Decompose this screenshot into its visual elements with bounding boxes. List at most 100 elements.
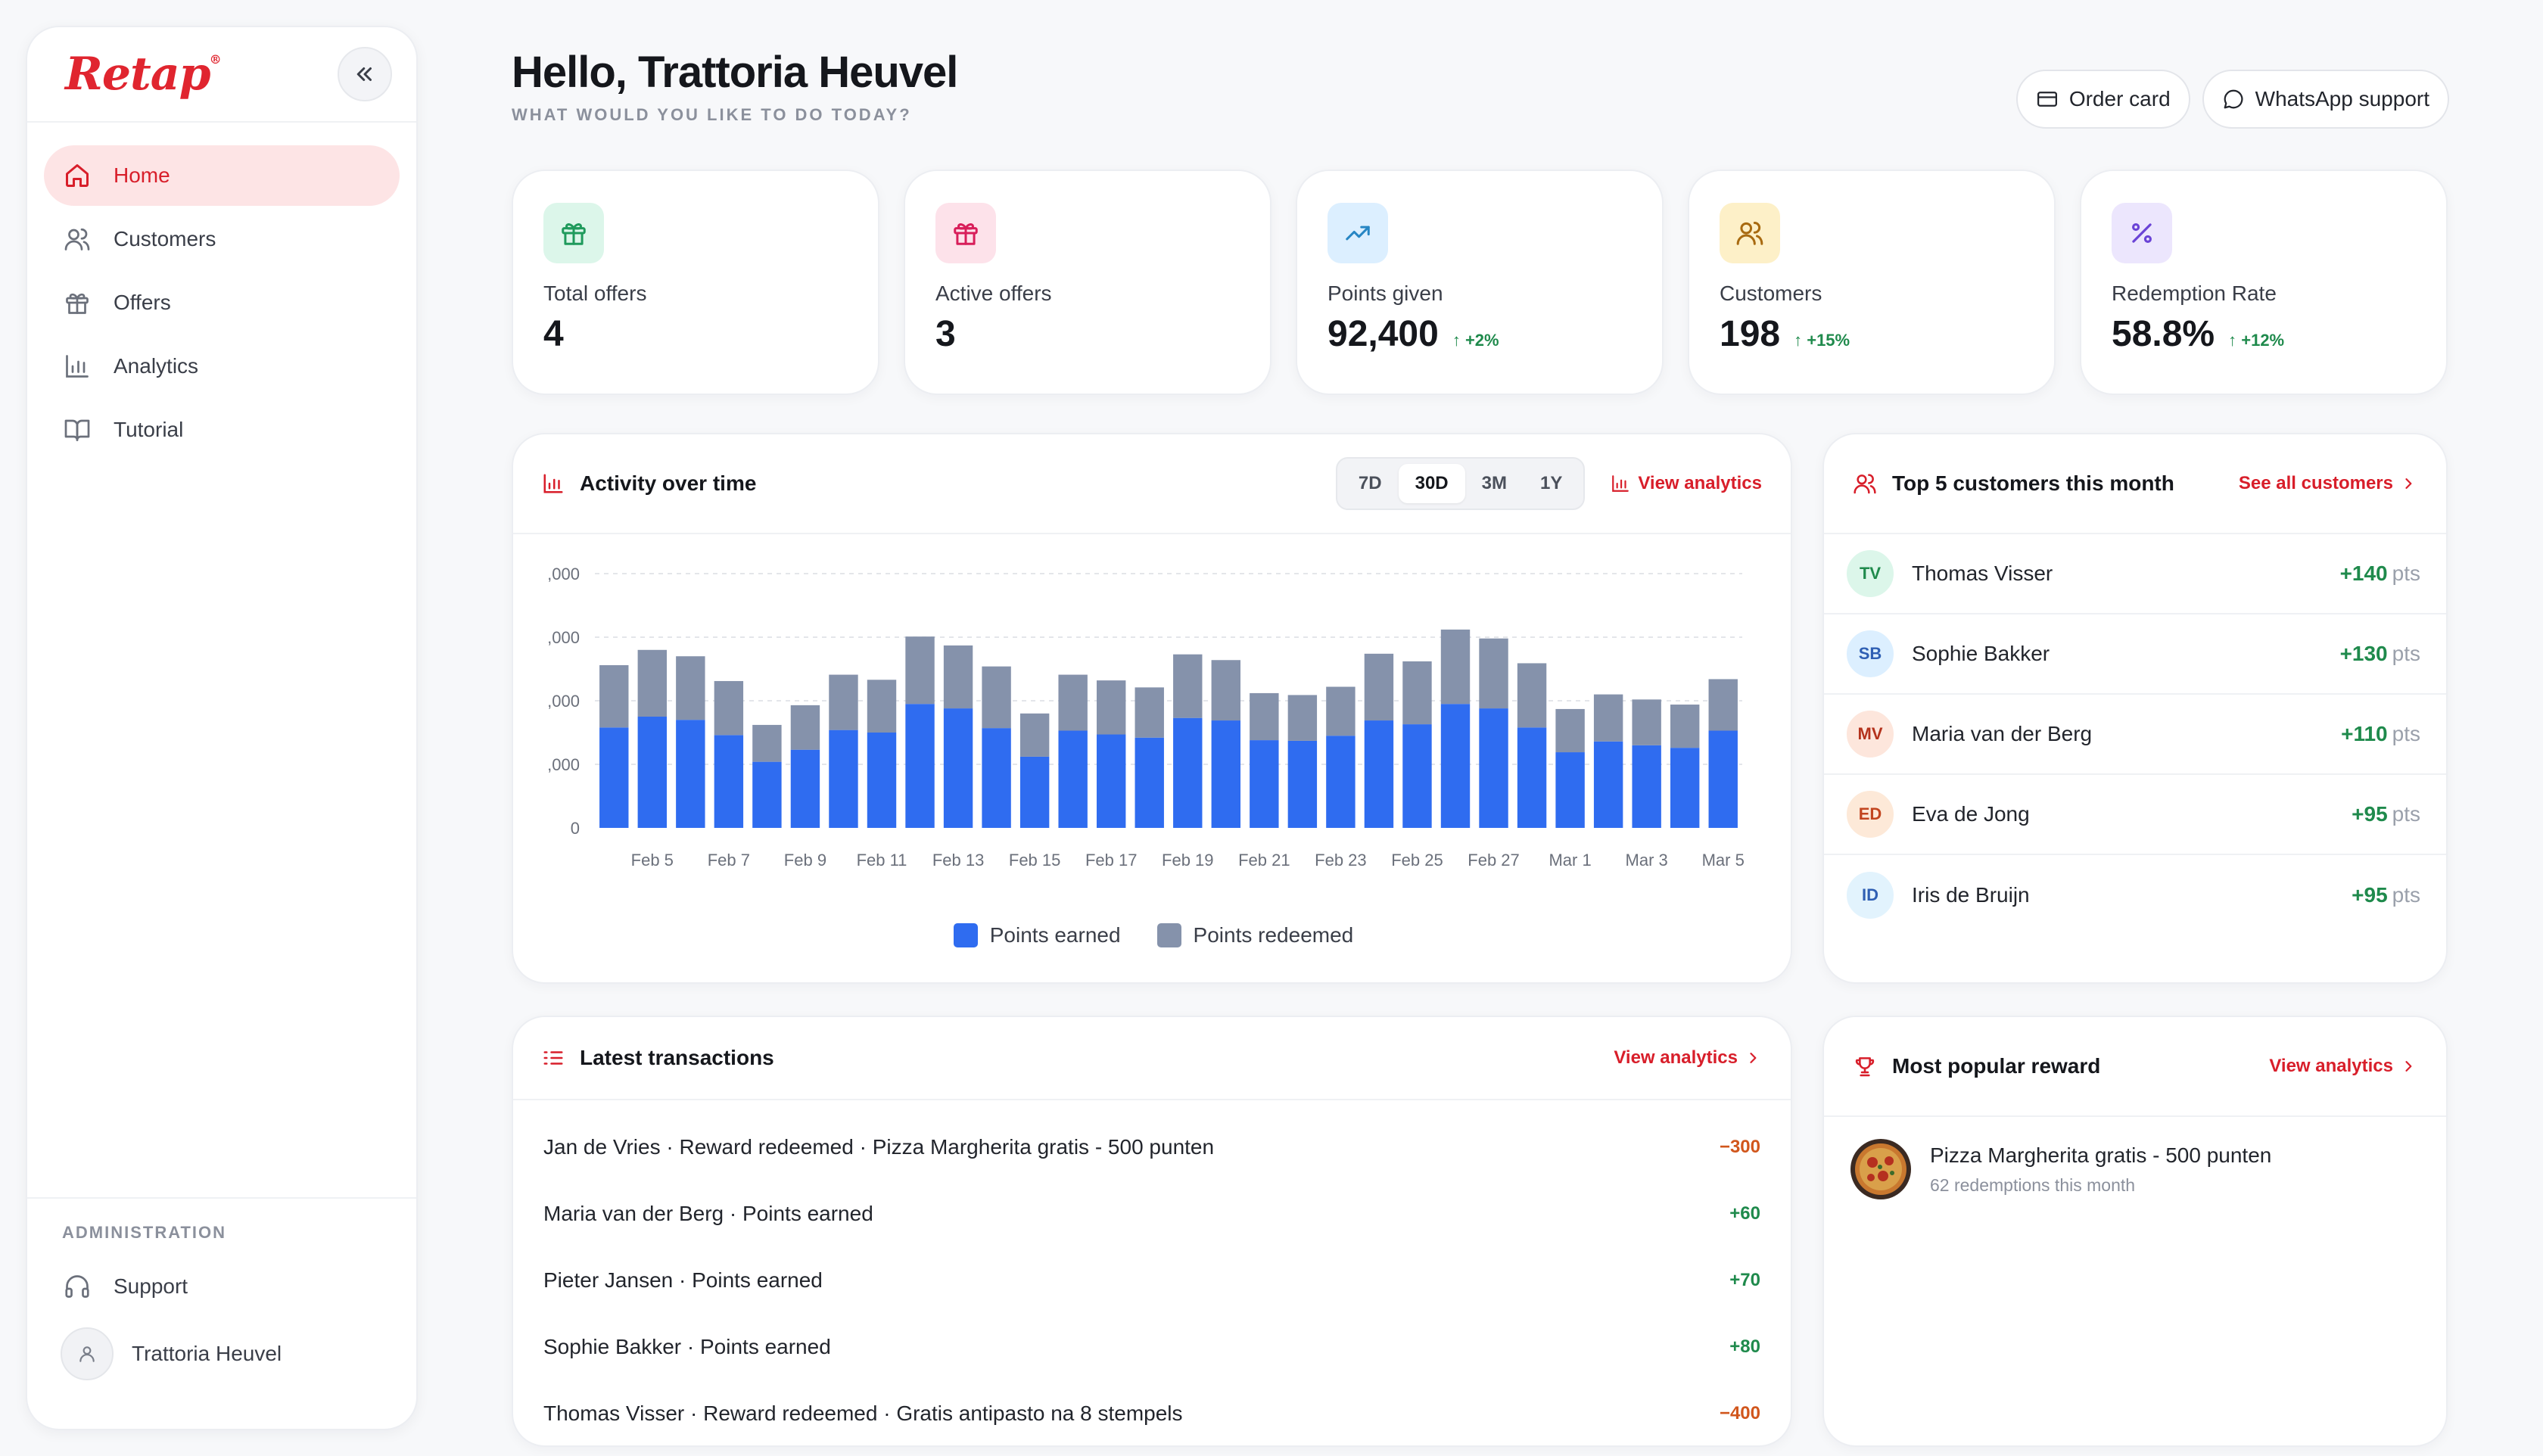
stat-icon-bg (543, 203, 604, 263)
activity-chart-svg: ,000 ,000 ,000 ,000 0 Feb 5 Feb 7 Feb 9 Feb 11 Fe… (547, 565, 1745, 870)
bar-points-earned (1364, 720, 1394, 828)
stat-icon-bg (1328, 203, 1388, 263)
transactions-list: Jan de Vries · Reward redeemed · Pizza M… (513, 1114, 1791, 1445)
top-customers-list: TV Thomas Visser +140 pts SB Sophie Bakker +13… (1824, 534, 2446, 935)
range-7d-tab[interactable]: 7D (1358, 473, 1382, 493)
x-tick-label: Feb 17 (1085, 851, 1138, 870)
bar-points-earned (790, 749, 820, 828)
sidebar-item-offers[interactable]: Offers (44, 272, 400, 333)
sidebar-item-tutorial[interactable]: Tutorial (44, 400, 400, 460)
avatar: ID (1847, 872, 1894, 919)
y-tick-label: ,000 (547, 692, 580, 711)
bar-points-redeemed (1517, 663, 1547, 728)
stat-card-redemption-rate[interactable]: Redemption Rate 58.8% ↑ +12% (2080, 170, 2448, 395)
sidebar-item-home[interactable]: Home (44, 145, 400, 206)
see-all-customers-link[interactable]: See all customers (2239, 473, 2416, 494)
legend-item-points-earned[interactable]: Points earned (953, 923, 1121, 947)
bar-points-earned (1440, 704, 1471, 828)
gift-icon (954, 223, 978, 245)
range-3m-tab[interactable]: 3M (1481, 473, 1507, 493)
bar-points-redeemed (1096, 680, 1126, 735)
transaction-row[interactable]: Jan de Vries · Reward redeemed · Pizza M… (513, 1114, 1791, 1181)
stat-icon-bg (2112, 203, 2172, 263)
sidebar-item-customers[interactable]: Customers (44, 209, 400, 269)
order-card-button[interactable]: Order card (2015, 70, 2190, 129)
transaction-row[interactable]: Thomas Visser · Reward redeemed · Gratis… (513, 1380, 1791, 1445)
bar-points-redeemed (599, 664, 629, 728)
customer-row[interactable]: MV Maria van der Berg +110 pts (1824, 695, 2446, 775)
sidebar-item-support[interactable]: Support (44, 1256, 400, 1317)
latest-transactions-header: Latest transactions View analytics (513, 1017, 1791, 1100)
stat-card-active-offers[interactable]: Active offers 3 (904, 170, 1272, 395)
customer-row[interactable]: SB Sophie Bakker +130 pts (1824, 614, 2446, 695)
range-1y-tab[interactable]: 1Y (1539, 473, 1563, 493)
avatar: ED (1847, 791, 1894, 838)
customer-row[interactable]: TV Thomas Visser +140 pts (1824, 534, 2446, 614)
transactions-view-analytics-link[interactable]: View analytics (1614, 1047, 1760, 1069)
stat-label: Customers (1720, 282, 1822, 305)
bar-points-redeemed (1402, 661, 1432, 725)
account-menu[interactable]: Trattoria Heuvel (44, 1320, 400, 1388)
bar-points-redeemed (1593, 694, 1623, 742)
reward-item[interactable]: Pizza Margherita gratis - 500 punten 62 … (1824, 1117, 2446, 1221)
main-nav: Home Customers Offers Analytics Tutorial (27, 123, 416, 460)
whatsapp-support-label: WhatsApp support (2255, 87, 2429, 110)
reward-name: Pizza Margherita gratis - 500 punten (1930, 1143, 2272, 1167)
percent-icon (2132, 223, 2152, 243)
bar-points-redeemed (1555, 708, 1585, 753)
retap-logo[interactable]: Retap ® (65, 48, 222, 101)
sidebar-admin-section: ADMINISTRATION Support Trattoria Heuvel (27, 1197, 416, 1429)
x-tick-label: Feb 7 (708, 851, 750, 870)
sidebar: Retap ® Home Customers Offers Analytics T… (26, 26, 418, 1430)
bar-points-redeemed (982, 666, 1011, 729)
x-tick-label: Feb 19 (1162, 851, 1214, 870)
sidebar-item-analytics[interactable]: Analytics (44, 336, 400, 397)
x-tick-label: Feb 25 (1391, 851, 1443, 870)
bar-points-earned (714, 735, 744, 828)
legend-item-points-redeemed[interactable]: Points redeemed (1156, 923, 1353, 947)
users-icon (1736, 222, 1763, 245)
bar-points-redeemed (1250, 692, 1279, 741)
bar-points-redeemed (1173, 654, 1203, 718)
sidebar-item-label: Tutorial (114, 418, 184, 441)
x-tick-label: Mar 5 (1702, 851, 1745, 870)
avatar: TV (1847, 550, 1894, 597)
reward-view-analytics-link[interactable]: View analytics (2269, 1056, 2416, 1077)
customer-row[interactable]: ED Eva de Jong +95 pts (1824, 775, 2446, 855)
stat-card-customers[interactable]: Customers 198 ↑ +15% (1688, 170, 2056, 395)
stat-delta: ↑ +2% (1452, 331, 1499, 350)
range-30d-tab[interactable]: 30D (1398, 464, 1465, 503)
bar-points-earned (752, 761, 782, 828)
bar-points-earned (1708, 730, 1738, 828)
sidebar-item-label: Analytics (114, 354, 199, 378)
bar-points-redeemed (1019, 713, 1050, 757)
bar-points-earned (599, 727, 629, 828)
stat-value: 198 (1720, 314, 1781, 354)
stat-card-total-offers[interactable]: Total offers 4 (512, 170, 879, 395)
bar-points-redeemed (714, 680, 744, 736)
transaction-row[interactable]: Pieter Jansen · Points earned +70 (513, 1247, 1791, 1314)
transaction-row[interactable]: Maria van der Berg · Points earned +60 (513, 1181, 1791, 1247)
bar-points-redeemed (1708, 679, 1738, 731)
activity-view-analytics-link[interactable]: View analytics (1611, 473, 1762, 494)
bar-points-earned (1632, 745, 1661, 828)
bar-points-earned (1402, 724, 1432, 828)
chevron-right-icon (2405, 478, 2412, 489)
gift-icon (66, 293, 89, 314)
stat-card-points-given[interactable]: Points given 92,400 ↑ +2% (1296, 170, 1664, 395)
bar-points-redeemed (1326, 686, 1356, 736)
activity-title: Activity over time (580, 471, 757, 495)
bar-points-earned (1058, 730, 1088, 828)
transaction-amount: −300 (1719, 1137, 1760, 1157)
page-title: Hello, Trattoria Heuvel (512, 48, 958, 97)
collapse-sidebar-button[interactable] (338, 47, 392, 101)
customer-name: Thomas Visser (1912, 562, 2053, 585)
customer-points: +95 (2352, 802, 2388, 826)
bar-points-redeemed (1440, 629, 1471, 705)
x-tick-label: Feb 5 (631, 851, 674, 870)
bar-points-earned (1670, 748, 1700, 828)
legend-swatch (953, 923, 978, 947)
whatsapp-support-button[interactable]: WhatsApp support (2202, 70, 2449, 129)
transaction-row[interactable]: Sophie Bakker · Points earned +80 (513, 1314, 1791, 1380)
customer-row[interactable]: ID Iris de Bruijn +95 pts (1824, 855, 2446, 935)
